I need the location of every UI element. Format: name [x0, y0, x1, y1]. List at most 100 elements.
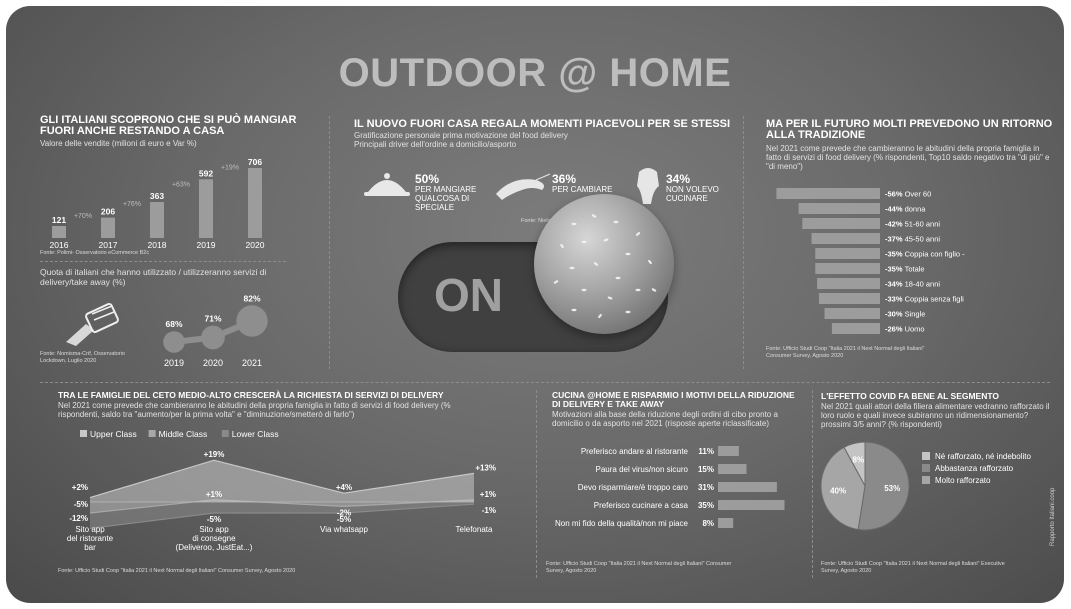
motivi-bar	[718, 482, 777, 492]
quota-circle	[201, 325, 225, 350]
ritorno-label: -37% 45-50 anni	[885, 235, 940, 244]
ceto-subtitle: Nel 2021 come prevede che cambieranno le…	[58, 401, 451, 419]
quota-value-label: 68%	[165, 319, 182, 329]
covid-pie-slice	[857, 441, 910, 531]
sales-source: Fonte: Polimi- Osservatorio eCommerce B2…	[40, 250, 150, 256]
ceto-area-lower-class	[90, 502, 474, 529]
covid-section-title: L'EFFETTO COVID FA BENE AL SEGMENTO	[821, 391, 1000, 401]
motivi-section-title: CUCINA @HOME E RISPARMIO I MOTIVI DELLA …	[552, 390, 795, 409]
covid-legend-swatch	[922, 476, 930, 484]
motivi-bar	[718, 446, 739, 456]
ceto-legend-label: Upper Class	[90, 429, 137, 439]
covid-subtitle: Nel 2021 quali attori della filiera alim…	[821, 402, 1050, 429]
covid-pie-label: 40%	[830, 487, 846, 496]
quota-source: Fonte: Nomisma-Crif, Osservatorio Lockdo…	[40, 351, 125, 364]
covid-legend-label: Abbastanza rafforzato	[935, 464, 1014, 473]
motivi-value-label: 11%	[698, 447, 714, 456]
page-title: OUTDOOR @ HOME	[338, 51, 732, 95]
ritorno-label: -33% Coppia senza figli	[885, 295, 964, 304]
motivi-bar	[718, 518, 734, 528]
drivers-source: Fonte: Nielsen	[521, 218, 557, 224]
ceto-value-label: -5%	[74, 500, 88, 509]
covid-source: Fonte: Ufficio Studi Coop "Italia 2021 i…	[821, 561, 1005, 574]
ceto-value-label: +4%	[336, 483, 352, 492]
drivers-subtitle-2: Principali driver dell'ordine a domicili…	[354, 140, 517, 149]
motivi-value-label: 35%	[698, 501, 714, 510]
ceto-value-label: +19%	[204, 450, 225, 459]
motivi-subtitle: Motivazioni alla base della riduzione de…	[552, 410, 778, 428]
ceto-value-label: -12%	[69, 514, 88, 523]
food-tray-icon	[362, 166, 412, 211]
credit-vertical-text: Rapporto Italiani.coop	[1050, 487, 1056, 546]
motivi-bar-chart: Preferisco andare al ristorante 11% Paura …	[555, 446, 785, 528]
ritorno-label: -42% 51-60 anni	[885, 220, 940, 229]
quota-circle	[163, 331, 185, 353]
sales-year-label: 2020	[246, 240, 265, 248]
motivi-category-label: Preferisco cucinare a casa	[594, 501, 689, 510]
sales-value-label: 592	[199, 168, 213, 178]
sales-subtitle: Valore delle vendite (milioni di euro e …	[40, 139, 197, 148]
drivers-section-title: IL NUOVO FUORI CASA REGALA MOMENTI PIACE…	[354, 118, 731, 130]
ceto-line	[89, 459, 475, 499]
ritorno-bar	[811, 233, 880, 244]
sales-year-label: 2017	[99, 240, 118, 248]
ceto-category-label: Telefonata	[456, 525, 493, 534]
quota-year-label: 2019	[164, 358, 184, 368]
drivers-subtitle-1: Gratificazione personale prima motivazio…	[354, 131, 568, 140]
ceto-line	[89, 499, 475, 514]
ritorno-bar	[817, 278, 880, 289]
ritorno-bar	[824, 308, 880, 319]
ceto-legend-label: Lower Class	[232, 429, 279, 439]
sales-bar-chart: 121 2016 +70% 206 2017 +76% 363 2018 +63% 592 2019…	[50, 157, 265, 248]
motivi-category-label: Non mi fido della qualità/non mi piace	[555, 519, 689, 528]
ritorno-bar	[798, 203, 880, 214]
quota-chart: 68% 2019 71% 2020 82% 2021	[163, 293, 268, 368]
ceto-section-title: TRA LE FAMIGLIE DEL CETO MEDIO-ALTO CRES…	[58, 390, 444, 400]
ritorno-bar	[802, 218, 880, 229]
ritorno-bar-chart: -56% Over 60 -44% donna -42% 51-60 anni -37…	[776, 188, 966, 334]
burger-bun-image	[534, 194, 674, 334]
ritorno-subtitle: Nel 2021 come prevede che cambieranno le…	[766, 144, 1050, 171]
sales-year-label: 2018	[148, 240, 167, 248]
ceto-legend-swatch	[221, 430, 229, 437]
ceto-source: Fonte: Ufficio Studi Coop "Italia 2021 i…	[58, 568, 296, 574]
ritorno-bar	[776, 188, 880, 199]
quota-value-label: 71%	[204, 314, 221, 324]
quota-value-label: 82%	[243, 293, 260, 303]
sales-growth-label: +70%	[74, 213, 92, 220]
driver-text-3: NON VOLEVO CUCINARE	[666, 185, 719, 203]
covid-legend-swatch	[922, 464, 930, 472]
sales-bar	[101, 217, 115, 238]
ritorno-bar	[831, 323, 880, 334]
motivi-source: Fonte: Ufficio Studi Coop "Italia 2021 i…	[546, 561, 732, 574]
ritorno-section-title: MA PER IL FUTURO MOLTI PREVEDONO UN RITO…	[766, 118, 1053, 141]
driver-pct-3: 34%	[666, 172, 691, 186]
covid-pie-label: 53%	[884, 484, 900, 493]
ceto-legend-label: Middle Class	[159, 429, 208, 439]
ceto-category-label: Sito app	[199, 525, 229, 534]
motivi-category-label: Devo risparmiare/è troppo caro	[578, 483, 689, 492]
ceto-value-label: +1%	[480, 490, 496, 499]
ceto-line	[89, 503, 475, 529]
ceto-area-upper-class	[90, 460, 474, 502]
covid-pie-chart: 8% 53% 40%	[820, 441, 910, 531]
covid-pie-slice	[820, 446, 866, 531]
sales-growth-label: +76%	[123, 201, 141, 208]
ceto-value-label: +2%	[72, 483, 88, 492]
motivi-value-label: 8%	[702, 519, 714, 528]
switch-label: ON	[434, 269, 503, 321]
ritorno-label: -26% Uomo	[885, 325, 925, 334]
fist-icon	[633, 164, 663, 209]
quota-year-label: 2020	[203, 358, 223, 368]
covid-legend-label: Né rafforzato, né indebolito	[935, 452, 1031, 461]
sales-growth-label: +19%	[221, 165, 239, 172]
ceto-legend-swatch	[80, 430, 87, 437]
sales-bar	[52, 226, 66, 238]
ceto-area-middle-class	[90, 499, 474, 513]
food-delivery-hand-icon	[64, 302, 124, 351]
shrimp-icon	[492, 172, 552, 207]
covid-pie-label: 8%	[853, 456, 865, 465]
ritorno-bar	[815, 263, 880, 274]
sales-growth-label: +63%	[172, 182, 190, 189]
ritorno-label: -44% donna	[885, 205, 926, 214]
